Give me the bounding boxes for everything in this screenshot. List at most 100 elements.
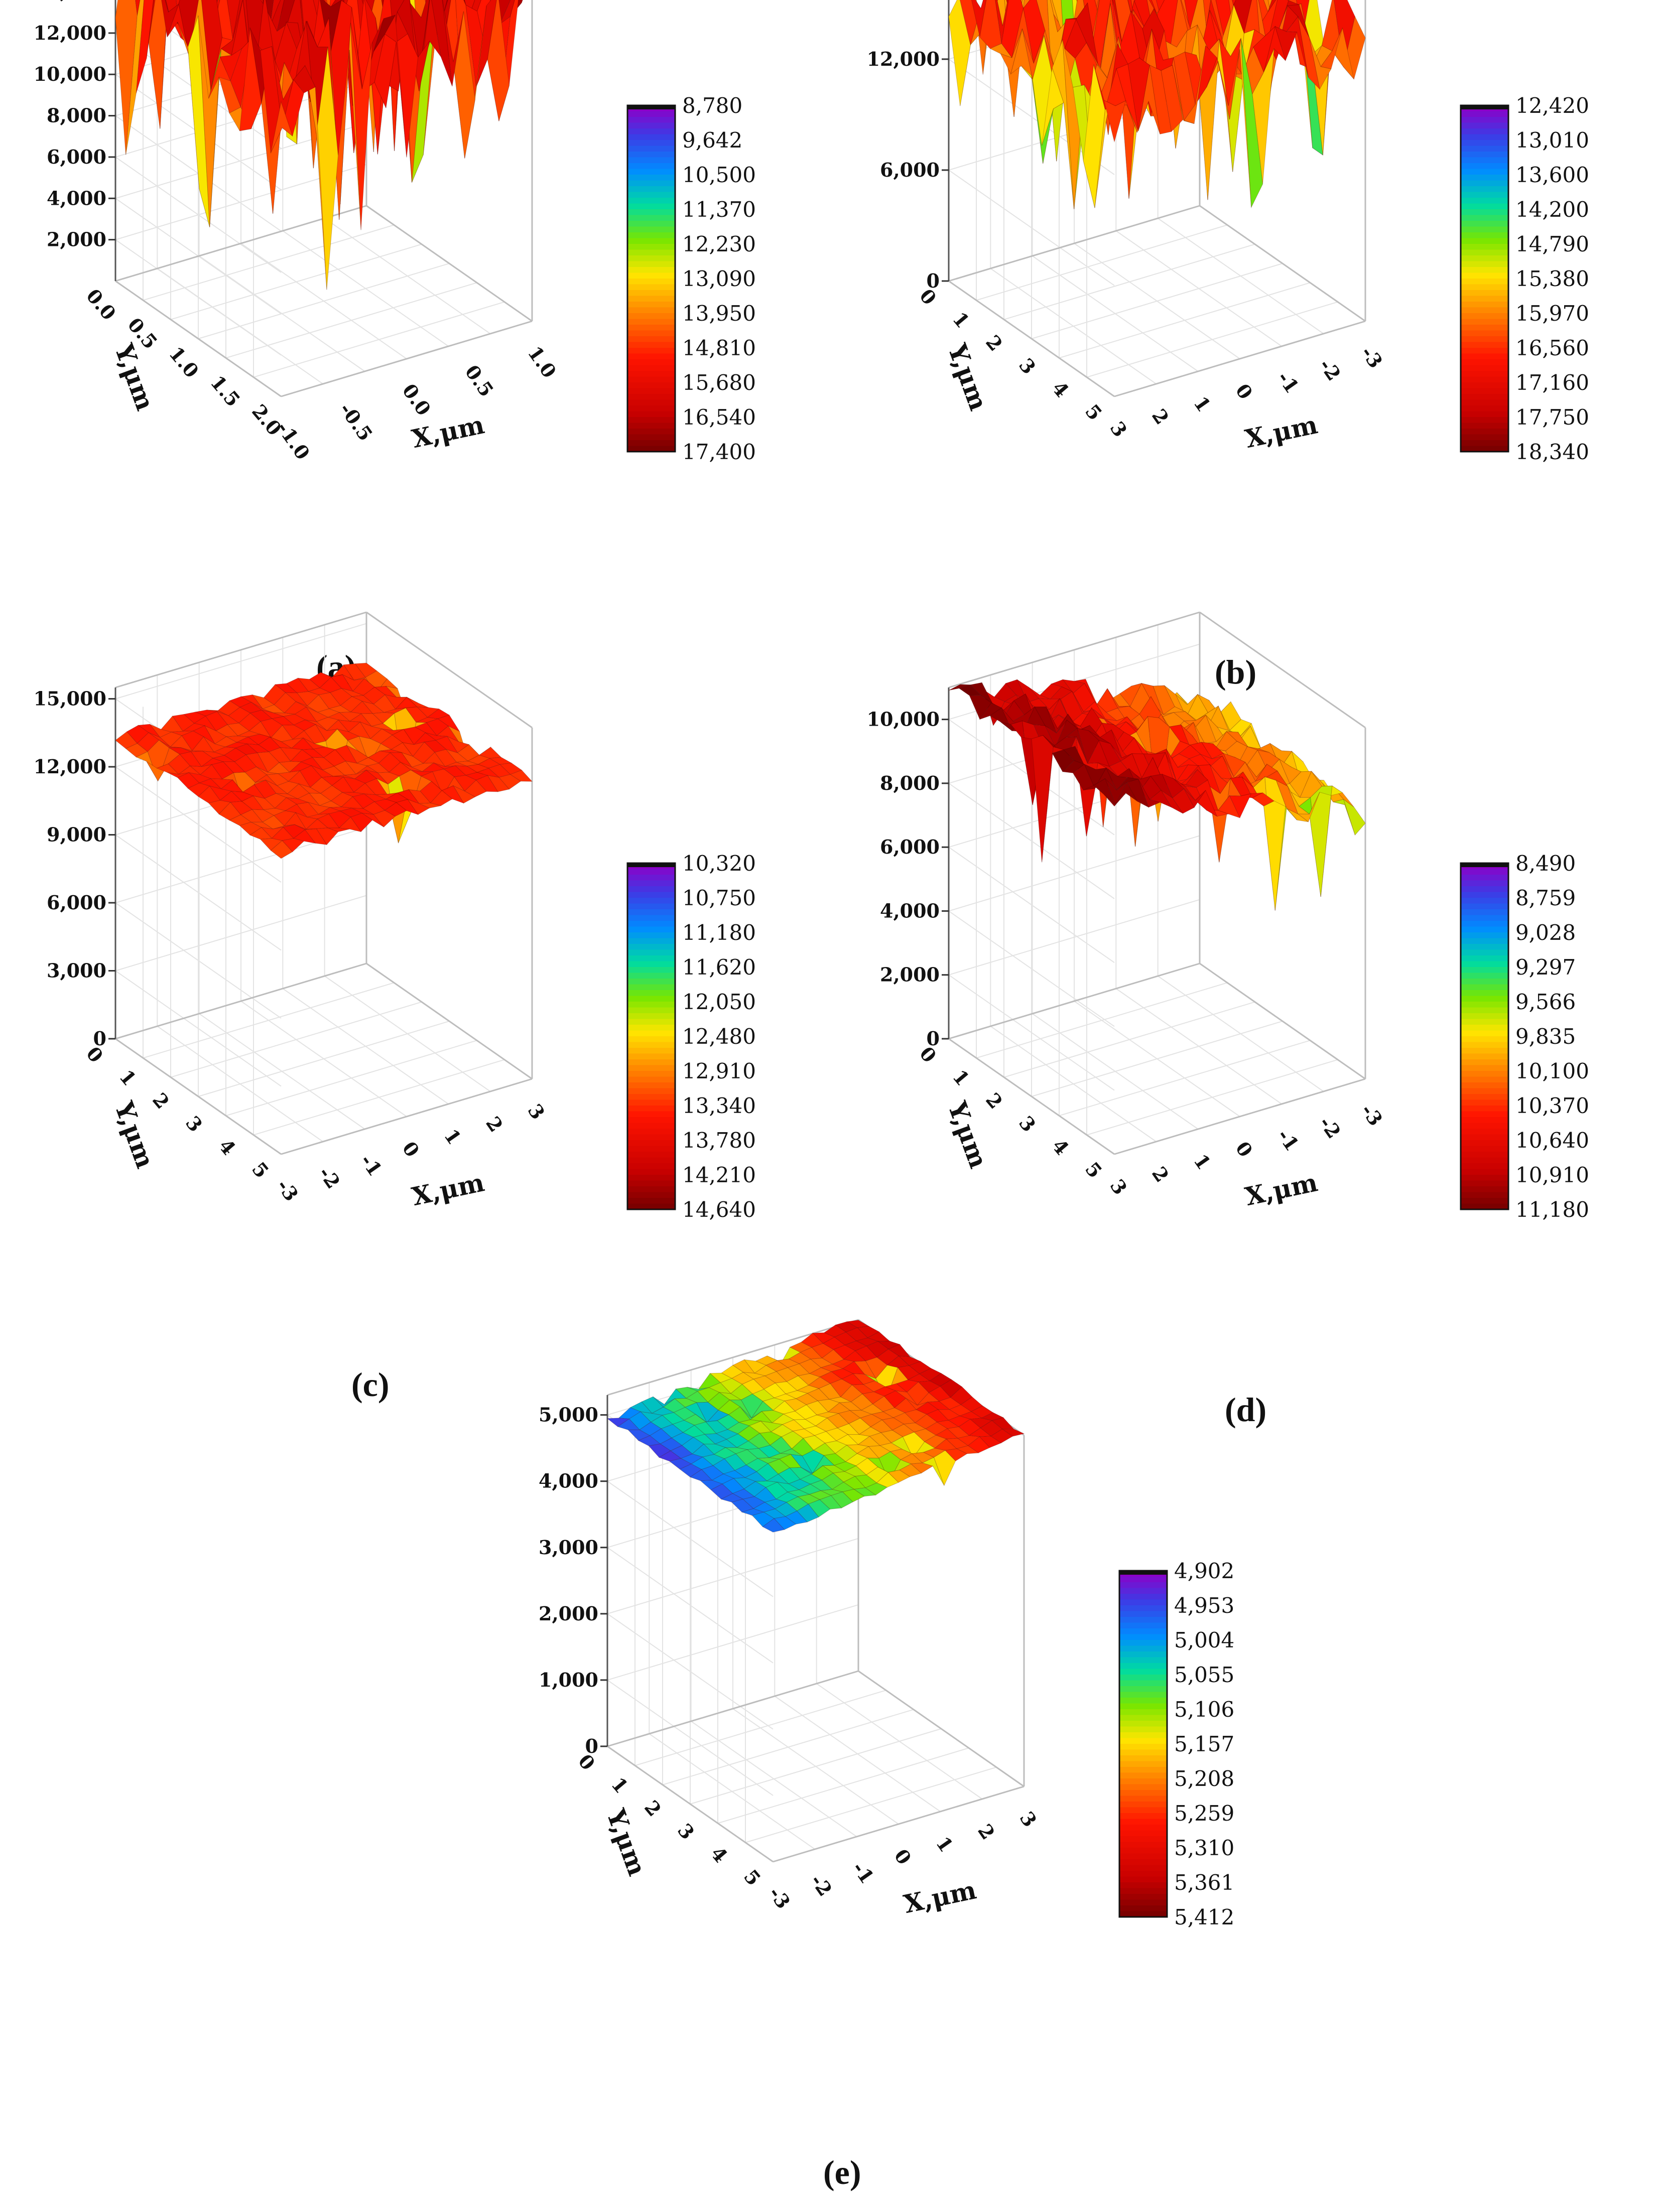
x-tick-label: -0.5 [335,398,377,445]
colorbar-band [1119,1772,1167,1779]
colorbar-band [1461,990,1508,997]
colorbar-label: 11,370 [682,197,756,222]
colorbar-band [1461,267,1508,273]
colorbar-band [1461,279,1508,285]
colorbar-band [1461,163,1508,170]
colorbar-band [1119,1790,1167,1796]
colorbar-band [1461,122,1508,129]
colorbar-band [627,307,675,314]
colorbar-band [627,215,675,221]
surface-cell [373,15,396,52]
colorbar-label: 5,310 [1174,1836,1234,1860]
surface-cell [327,827,350,833]
colorbar-label: 9,835 [1515,1024,1576,1049]
z-tick-label: 0 [585,1735,598,1757]
colorbar-label: 18,340 [1515,440,1589,464]
colorbar-band [627,336,675,343]
colorbar-label: 14,790 [1515,232,1589,256]
colorbar-band [1461,232,1508,239]
colorbar-band [627,984,675,991]
colorbar-band [1461,1036,1508,1043]
colorbar-band [627,1123,675,1129]
colorbar-band [627,1094,675,1100]
colorbar-band [1461,1157,1508,1164]
colorbar-band [1461,955,1508,962]
colorbar-band [627,1152,675,1158]
colorbar-band [1461,134,1508,141]
colorbar-label: 5,106 [1174,1697,1234,1722]
colorbar-band [627,996,675,1002]
colorbar-label: 13,950 [682,301,756,326]
colorbar-band [1119,1894,1167,1900]
colorbar-band [1461,296,1508,302]
colorbar-band [1461,932,1508,939]
surface-cell [1161,790,1183,814]
colorbar-band [1119,1836,1167,1843]
colorbar-band [1461,961,1508,967]
y-tick-label: 5 [1081,1158,1106,1182]
caption-d: (d) [1225,1391,1267,1429]
y-tick-label: 5 [739,1865,765,1890]
colorbar-label: 13,010 [1515,128,1589,153]
colorbar-band [1461,342,1508,348]
surface-cell [1229,793,1252,818]
colorbar-band [1119,1830,1167,1837]
x-tick-label: -3 [273,1175,303,1205]
surface-cell [944,1448,968,1462]
y-tick-label: 1 [948,308,974,332]
colorbar-band [1119,1905,1167,1912]
surface-cell [270,101,293,153]
colorbar-band [1461,249,1508,256]
colorbar-band [627,429,675,435]
x-tick-label: 0.0 [398,379,436,420]
colorbar-label: 10,100 [1515,1059,1589,1083]
colorbar-band [627,192,675,198]
colorbar-band [1119,1784,1167,1790]
colorbar-band [1119,1651,1167,1658]
colorbar-band [1119,1594,1167,1600]
colorbar-band [627,1146,675,1152]
colorbar-band [1119,1686,1167,1693]
surface-cell [1126,101,1149,133]
z-tick-label: 2,000 [539,1602,598,1625]
colorbar-band [1119,1692,1167,1698]
colorbar-label: 9,028 [1515,920,1576,945]
colorbar-band [627,376,675,383]
y-tick-label: 1 [115,1065,141,1090]
colorbar-band [1119,1611,1167,1617]
z-tick-label: 8,000 [47,104,106,127]
surface-cell [819,1495,842,1510]
z-tick-label: 12,000 [34,22,106,44]
surface-cell [1184,788,1206,808]
colorbar-label: 17,400 [682,440,756,464]
colorbar-band [1461,1198,1508,1204]
z-tick-label: 10,000 [34,63,106,85]
colorbar-band [1461,984,1508,991]
colorbar-label: 8,490 [1515,851,1576,876]
colorbar-band [1119,1778,1167,1785]
y-tick-label: 3 [1014,1112,1040,1136]
y-tick-label: 4 [214,1135,240,1159]
colorbar-band [1461,979,1508,985]
colorbar-label: 16,540 [682,405,756,430]
caption-c: (c) [351,1365,390,1404]
colorbar-band [1461,169,1508,175]
colorbar-band [1461,1059,1508,1066]
colorbar-band [1461,1019,1508,1025]
colorbar-band [1461,1129,1508,1135]
surface-mesh [948,0,1366,209]
colorbar-band [1119,1605,1167,1612]
colorbar [1460,104,1509,453]
colorbar-band [627,961,675,967]
colorbar-band [1461,226,1508,233]
colorbar-band [627,979,675,985]
colorbar-band [1461,967,1508,974]
y-tick-label: 5 [247,1158,273,1182]
colorbar-label: 11,180 [1515,1197,1589,1222]
surface-cell [967,1436,990,1453]
x-tick-label: 1.0 [524,342,561,382]
colorbar [1460,862,1509,1210]
z-tick-label: 6,000 [47,891,106,914]
colorbar-label: 13,600 [1515,163,1589,187]
colorbar-band [1461,209,1508,216]
